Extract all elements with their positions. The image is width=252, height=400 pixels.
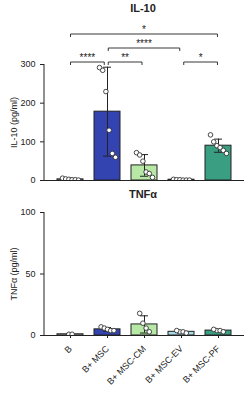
svg-text:IL-10 (pg/ml): IL-10 (pg/ml) xyxy=(9,97,19,148)
svg-text:300: 300 xyxy=(20,59,35,69)
svg-text:B: B xyxy=(63,344,74,355)
svg-text:50: 50 xyxy=(25,269,35,279)
svg-text:0: 0 xyxy=(30,175,35,185)
svg-text:B+ MSC-CM: B+ MSC-CM xyxy=(105,344,148,387)
svg-text:100: 100 xyxy=(20,207,35,217)
svg-text:B+ MSC: B+ MSC xyxy=(80,343,111,374)
svg-text:*: * xyxy=(142,24,146,35)
svg-text:TNFα (pg/ml): TNFα (pg/ml) xyxy=(9,247,19,300)
svg-text:B+ MSC-PF: B+ MSC-PF xyxy=(181,343,223,385)
svg-text:****: **** xyxy=(80,52,96,63)
svg-text:**: ** xyxy=(121,52,129,63)
html-text:TNFα: TNFα xyxy=(128,188,158,200)
svg-text:0: 0 xyxy=(30,330,35,340)
svg-text:****: **** xyxy=(136,38,152,49)
svg-text:200: 200 xyxy=(20,98,35,108)
svg-text:100: 100 xyxy=(20,137,35,147)
svg-text:B+ MSC-EV: B+ MSC-EV xyxy=(143,344,185,386)
svg-text:*: * xyxy=(199,52,203,63)
html-text:IL-10: IL-10 xyxy=(130,2,156,14)
